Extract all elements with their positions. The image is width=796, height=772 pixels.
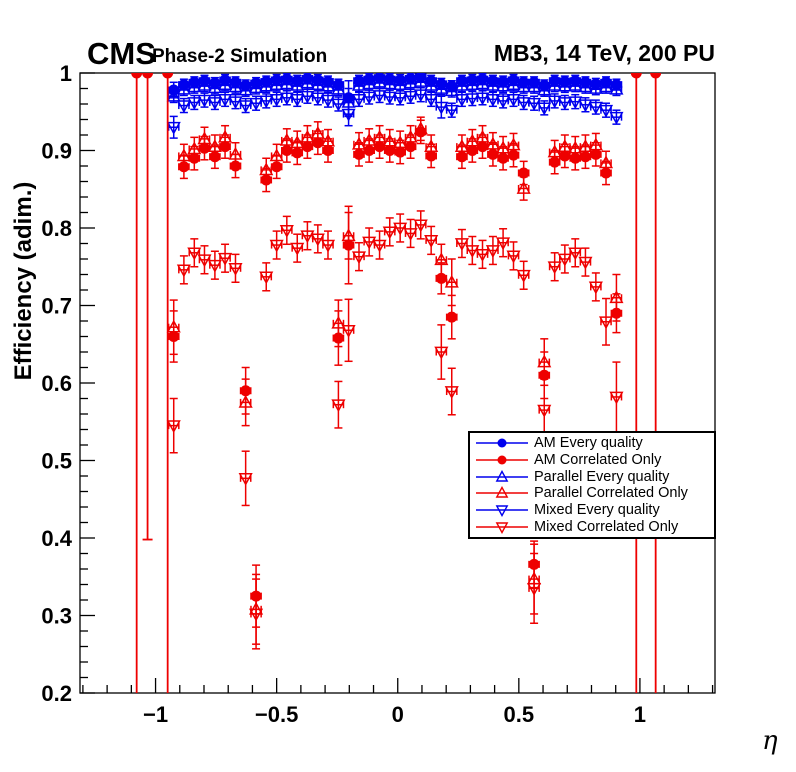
svg-text:0.8: 0.8 <box>41 216 72 241</box>
legend-label: Mixed Every quality <box>534 501 660 518</box>
legend-entry: AM Correlated Only <box>470 452 714 468</box>
legend-label: Parallel Every quality <box>534 468 670 485</box>
series-mixed-every-quality <box>166 86 624 139</box>
legend-label: AM Every quality <box>534 435 643 452</box>
svg-text:0.7: 0.7 <box>41 294 72 319</box>
svg-text:0.2: 0.2 <box>41 681 72 706</box>
legend-entry: Mixed Every quality <box>470 502 714 518</box>
simulation-subtitle: Phase-2 Simulation <box>152 46 328 67</box>
svg-text:0.9: 0.9 <box>41 139 72 164</box>
cms-label: CMS <box>87 36 156 71</box>
legend-label: AM Correlated Only <box>534 451 662 468</box>
legend-label: Mixed Correlated Only <box>534 518 679 535</box>
svg-text:0: 0 <box>392 702 404 727</box>
legend-entry: Parallel Correlated Only <box>470 485 714 501</box>
legend-marker-parallel-every-icon <box>476 469 528 482</box>
x-axis-title-eta: η <box>762 726 778 756</box>
legend-entry: Parallel Every quality <box>470 469 714 485</box>
series-am-every-quality <box>167 73 623 116</box>
svg-text:−0.5: −0.5 <box>255 702 298 727</box>
legend-marker-mixed-corr-icon <box>476 521 528 534</box>
svg-text:0.5: 0.5 <box>504 702 535 727</box>
conditions-title: MB3, 14 TeV, 200 PU <box>493 40 715 66</box>
legend-marker-mixed-every-icon <box>476 505 528 517</box>
y-axis-title: Efficiency (adim.) <box>10 181 37 381</box>
legend-entry: Mixed Correlated Only <box>470 519 714 535</box>
legend-entry: AM Every quality <box>470 435 714 451</box>
svg-text:−1: −1 <box>143 702 168 727</box>
legend-label: Parallel Correlated Only <box>534 485 688 502</box>
series-am-correlated-only <box>131 73 662 693</box>
svg-text:0.4: 0.4 <box>41 526 72 551</box>
svg-text:1: 1 <box>634 702 646 727</box>
legend-marker-am-every-icon <box>476 438 528 448</box>
svg-text:0.3: 0.3 <box>41 604 72 629</box>
svg-text:1: 1 <box>60 61 72 86</box>
legend-marker-am-corr-icon <box>476 455 528 465</box>
svg-text:0.6: 0.6 <box>41 371 72 396</box>
legend-box: AM Every quality AM Correlated Only Para… <box>468 431 716 539</box>
series-mixed-correlated-only <box>166 210 624 650</box>
svg-text:0.5: 0.5 <box>41 449 72 474</box>
series-parallel-correlated-only <box>166 116 624 645</box>
legend-marker-parallel-corr-icon <box>476 486 528 498</box>
